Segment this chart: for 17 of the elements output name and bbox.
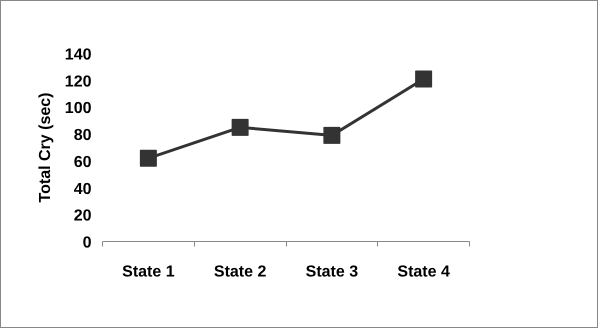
y-tick-label: 60 bbox=[74, 154, 92, 171]
y-tick-label: 40 bbox=[74, 180, 92, 198]
y-tick-label: 100 bbox=[64, 100, 92, 118]
y-tick-label: 20 bbox=[74, 208, 92, 225]
x-tick-label: State 1 bbox=[122, 264, 175, 280]
point bbox=[232, 118, 249, 136]
x-tick-label: State 4 bbox=[397, 264, 450, 280]
y-tick-label: 140 bbox=[64, 46, 92, 64]
point bbox=[140, 150, 157, 167]
y-tick-label: 0 bbox=[82, 234, 92, 252]
y-tick-label: 80 bbox=[74, 127, 92, 144]
y-axis-title: Total Cry (sec) bbox=[36, 92, 54, 202]
point bbox=[323, 126, 340, 144]
x-tick-label: State 3 bbox=[306, 264, 358, 280]
y-tick-label: 120 bbox=[64, 73, 92, 90]
x-tick-label: State 2 bbox=[214, 264, 266, 280]
point bbox=[415, 70, 432, 88]
